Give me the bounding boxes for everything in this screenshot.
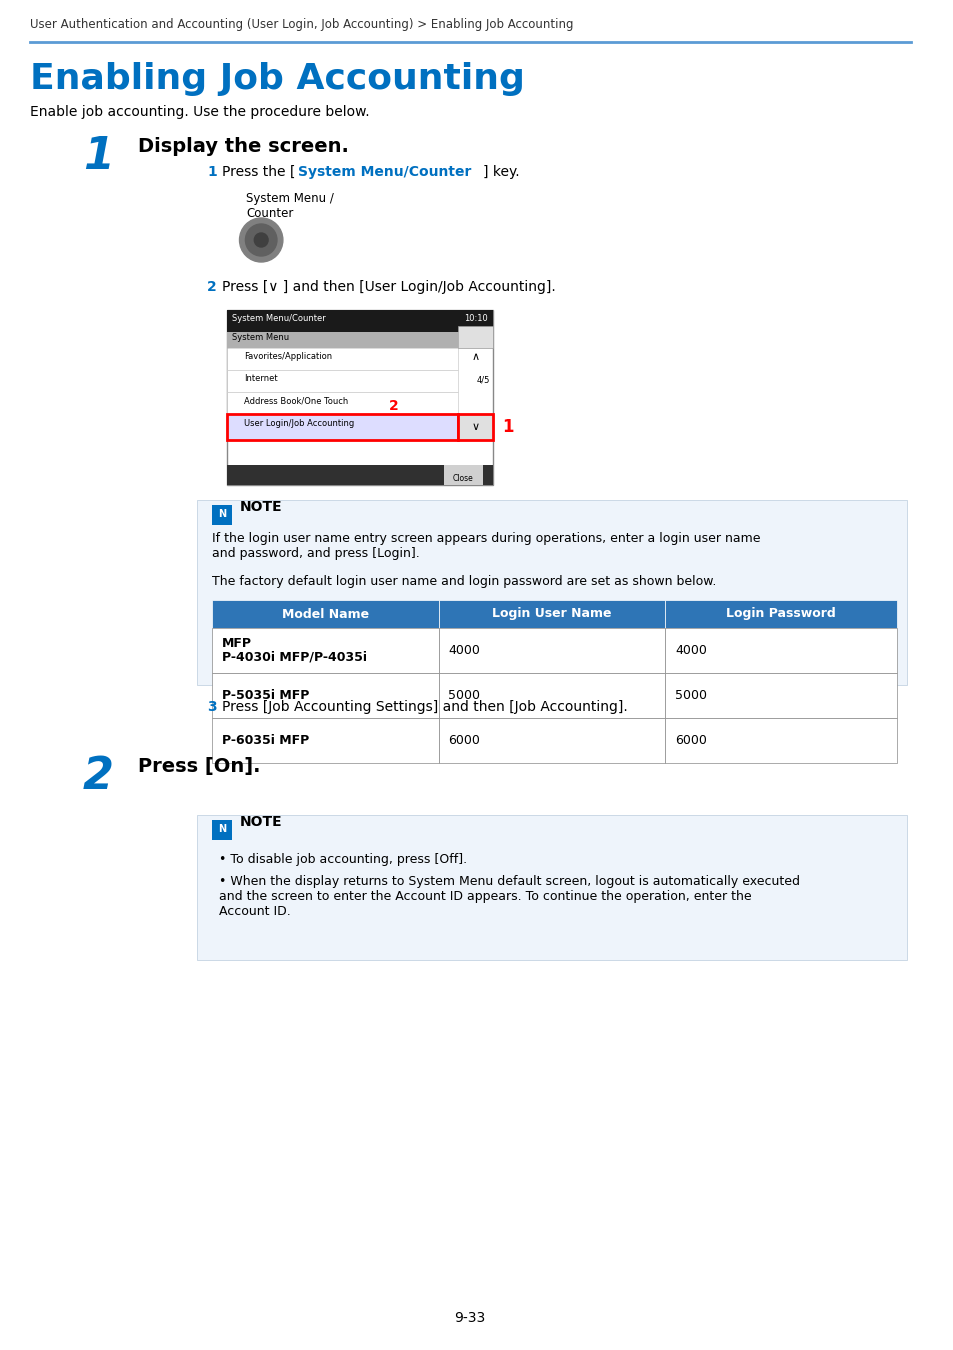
Text: Press [On].: Press [On]. — [138, 757, 260, 776]
Bar — [438, 718, 664, 763]
Text: N: N — [217, 509, 226, 518]
Text: Model Name: Model Name — [281, 608, 369, 621]
Text: ∧: ∧ — [472, 352, 479, 362]
Bar — [227, 348, 457, 370]
Bar — [438, 674, 664, 718]
Circle shape — [245, 224, 276, 256]
Text: ] key.: ] key. — [482, 165, 519, 180]
Text: Address Book/One Touch: Address Book/One Touch — [244, 396, 349, 405]
Text: Favorites/Application: Favorites/Application — [244, 352, 333, 360]
Text: System Menu /
Counter: System Menu / Counter — [246, 192, 334, 220]
Bar — [438, 628, 664, 674]
Text: If the login user name entry screen appears during operations, enter a login use: If the login user name entry screen appe… — [212, 532, 760, 560]
Text: Enabling Job Accounting: Enabling Job Accounting — [30, 62, 524, 96]
Text: Close: Close — [453, 474, 473, 483]
Text: Internet: Internet — [244, 374, 277, 383]
Text: 1: 1 — [83, 135, 114, 178]
Text: ∨: ∨ — [472, 423, 479, 432]
Text: NOTE: NOTE — [239, 815, 282, 829]
Text: Press [∨ ] and then [User Login/Job Accounting].: Press [∨ ] and then [User Login/Job Acco… — [221, 279, 555, 294]
Bar — [212, 628, 438, 674]
Text: 3: 3 — [207, 701, 216, 714]
Bar — [212, 819, 232, 840]
Bar — [664, 599, 896, 628]
Text: 5000: 5000 — [675, 688, 706, 702]
Text: 2: 2 — [389, 400, 398, 413]
Bar — [227, 370, 457, 392]
Text: 1: 1 — [207, 165, 216, 180]
Text: 10:10: 10:10 — [464, 315, 487, 323]
Text: System Menu/Counter: System Menu/Counter — [297, 165, 471, 180]
Circle shape — [239, 217, 283, 262]
Text: 4/5: 4/5 — [476, 375, 489, 385]
Text: 4000: 4000 — [675, 644, 706, 657]
Bar — [212, 505, 232, 525]
Text: User Authentication and Accounting (User Login, Job Accounting) > Enabling Job A: User Authentication and Accounting (User… — [30, 18, 573, 31]
Text: Login Password: Login Password — [725, 608, 835, 621]
Bar — [212, 674, 438, 718]
Text: • To disable job accounting, press [Off].: • To disable job accounting, press [Off]… — [218, 853, 466, 865]
Text: User Login/Job Accounting: User Login/Job Accounting — [244, 418, 355, 428]
Bar — [443, 464, 482, 485]
Bar — [227, 332, 457, 348]
Text: System Menu/Counter: System Menu/Counter — [232, 315, 325, 323]
Text: System Menu: System Menu — [232, 333, 289, 342]
Text: 2: 2 — [83, 755, 114, 798]
Bar — [227, 392, 457, 414]
Text: The factory default login user name and login password are set as shown below.: The factory default login user name and … — [212, 575, 716, 589]
Circle shape — [254, 234, 268, 247]
Bar — [212, 599, 438, 628]
Bar — [457, 414, 493, 440]
Text: 1: 1 — [502, 418, 514, 436]
FancyBboxPatch shape — [197, 815, 906, 960]
FancyBboxPatch shape — [227, 310, 493, 485]
Bar — [212, 718, 438, 763]
Bar — [664, 718, 896, 763]
Text: P-6035i MFP: P-6035i MFP — [221, 734, 309, 747]
FancyBboxPatch shape — [197, 500, 906, 684]
Bar — [664, 674, 896, 718]
Bar — [227, 310, 493, 332]
Text: • When the display returns to System Menu default screen, logout is automaticall: • When the display returns to System Men… — [218, 875, 799, 918]
Text: 6000: 6000 — [675, 734, 706, 747]
Text: Login User Name: Login User Name — [492, 608, 611, 621]
Text: P-5035i MFP: P-5035i MFP — [221, 688, 309, 702]
Text: Press [Job Accounting Settings] and then [Job Accounting].: Press [Job Accounting Settings] and then… — [221, 701, 627, 714]
Text: Press the [: Press the [ — [221, 165, 294, 180]
Text: 4000: 4000 — [448, 644, 480, 657]
Text: 2: 2 — [207, 279, 216, 294]
Text: P-4030i MFP/P-4035i: P-4030i MFP/P-4035i — [221, 651, 366, 664]
Bar — [457, 325, 493, 348]
Text: 5000: 5000 — [448, 688, 480, 702]
Text: 9-33: 9-33 — [454, 1311, 485, 1324]
Bar — [227, 414, 457, 440]
Bar — [227, 464, 493, 485]
Bar — [438, 599, 664, 628]
Text: NOTE: NOTE — [239, 500, 282, 514]
Text: 6000: 6000 — [448, 734, 480, 747]
Text: MFP: MFP — [221, 637, 252, 649]
Text: Enable job accounting. Use the procedure below.: Enable job accounting. Use the procedure… — [30, 105, 369, 119]
Text: N: N — [217, 824, 226, 834]
Text: Display the screen.: Display the screen. — [138, 136, 349, 157]
Bar — [664, 628, 896, 674]
